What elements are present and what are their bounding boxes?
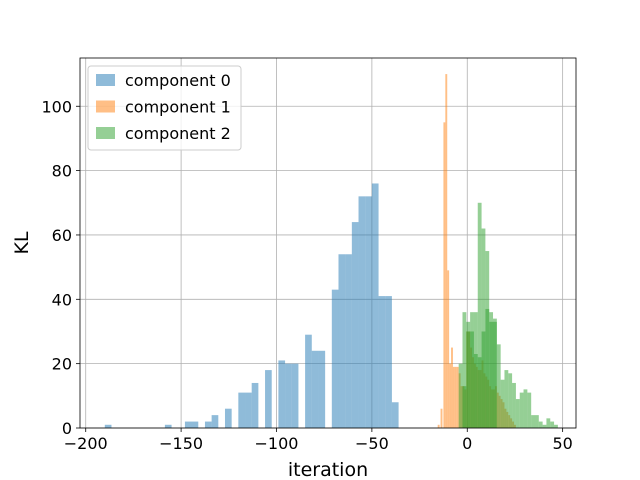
histogram-bar: [305, 334, 312, 428]
histogram-bar: [331, 289, 339, 428]
histogram-bar: [278, 360, 286, 428]
histogram-bar: [371, 183, 379, 428]
histogram-bar: [211, 415, 219, 428]
x-tick-label: 0: [462, 434, 472, 453]
legend-swatch: [96, 74, 115, 86]
histogram-bar: [449, 363, 452, 428]
y-tick-label: 0: [62, 419, 72, 438]
histogram-bar: [251, 382, 259, 428]
histogram-bar: [104, 424, 112, 428]
histogram-bar: [466, 321, 471, 428]
histogram-bar: [358, 196, 366, 428]
series-bars-component-2-overlay: [462, 202, 497, 428]
legend-swatch: [96, 100, 115, 113]
histogram-bar: [504, 370, 509, 428]
histogram-bar: [445, 74, 448, 428]
x-tick-label: −200: [64, 434, 108, 453]
histogram-bar: [523, 389, 528, 428]
histogram-bar: [265, 370, 272, 428]
histogram-bar: [204, 421, 212, 428]
y-tick-label: 20: [52, 355, 72, 374]
histogram-bar: [452, 366, 455, 428]
histogram-bar: [489, 312, 494, 428]
x-tick-label: −50: [355, 434, 389, 453]
x-tick-label: 50: [552, 434, 572, 453]
histogram-bar: [311, 350, 319, 428]
histogram-bar: [338, 254, 346, 428]
histogram-bar: [365, 196, 372, 428]
histogram-bar: [245, 392, 252, 428]
histogram-bar: [285, 363, 292, 428]
histogram-bar: [515, 399, 520, 428]
legend-label: component 1: [125, 98, 231, 117]
histogram-bar: [542, 424, 547, 428]
y-tick-label: 100: [41, 97, 72, 116]
x-tick-label: −100: [255, 434, 299, 453]
histogram-bar: [477, 202, 482, 428]
histogram-bar: [531, 415, 535, 428]
legend-label: component 0: [125, 71, 231, 90]
histogram-bar: [481, 228, 486, 428]
legend-label: component 2: [125, 124, 231, 143]
legend-entries: component 0 component 1 component 2: [96, 71, 231, 143]
histogram-bar: [462, 312, 467, 428]
legend-box: [87, 65, 242, 151]
histogram-bar: [440, 408, 443, 428]
histogram-bar: [456, 366, 459, 428]
histogram-bar: [473, 354, 478, 428]
plot-frame: [79, 57, 577, 429]
histogram-bar: [470, 331, 474, 428]
histogram-bar: [458, 363, 463, 428]
histogram-bar: [443, 122, 446, 428]
y-axis-label: KL: [11, 231, 33, 254]
histogram-bar: [318, 350, 326, 428]
y-tick-label: 60: [52, 226, 72, 245]
y-axis-ticks: 0 20 40 60 80 100: [41, 97, 80, 438]
histogram-bar: [184, 421, 199, 428]
legend: component 0 component 1 component 2: [87, 65, 242, 151]
y-tick-label: 80: [52, 162, 72, 181]
histogram-bar: [546, 418, 551, 428]
histogram-bar: [462, 386, 467, 428]
histogram-bar: [519, 392, 524, 428]
histogram-bar: [554, 424, 558, 428]
histogram-bar: [437, 424, 440, 428]
histogram-bar: [345, 254, 352, 428]
histogram-bar: [378, 296, 386, 428]
histogram-bar: [454, 366, 457, 428]
grid: [80, 58, 576, 429]
histogram-bar: [538, 421, 543, 428]
y-tick-label: 40: [52, 290, 72, 309]
histogram-bar: [238, 392, 246, 428]
series-bars-component-0: [104, 183, 399, 428]
histogram-bar: [451, 347, 453, 428]
histogram-bar: [447, 270, 450, 428]
histogram-bar: [496, 344, 501, 428]
histogram-bar: [550, 421, 555, 428]
histogram-bar: [291, 363, 299, 428]
histogram-bar: [391, 402, 399, 428]
histogram-bar: [500, 379, 505, 428]
histogram-bar: [485, 251, 490, 428]
histogram-bar: [224, 408, 232, 428]
x-axis-label: iteration: [288, 459, 368, 480]
histogram-bar: [385, 296, 392, 428]
legend-swatch: [96, 127, 115, 139]
histogram-bar: [164, 424, 172, 428]
histogram-bar: [512, 382, 516, 428]
x-axis-ticks: −200 −150 −100 −50 0 50: [64, 428, 573, 453]
histogram-bar: [493, 318, 497, 428]
histogram-bar: [534, 415, 539, 428]
histogram-bar: [527, 392, 532, 428]
histogram-bars: [104, 74, 558, 428]
x-tick-label: −150: [159, 434, 203, 453]
histogram-bar: [351, 222, 359, 428]
histogram-bar: [508, 373, 513, 428]
